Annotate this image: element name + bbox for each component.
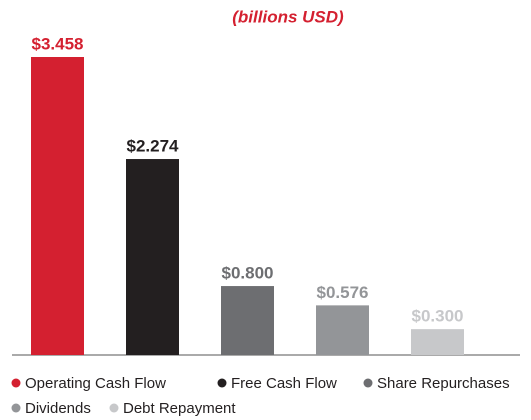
value-label: $3.458: [32, 34, 84, 53]
legend-label: Share Repurchases: [377, 375, 510, 392]
bar: [316, 305, 369, 355]
legend-marker: [217, 378, 227, 388]
chart-subtitle: (billions USD): [232, 7, 344, 26]
value-label: $0.576: [317, 283, 369, 302]
legend-label: Operating Cash Flow: [25, 375, 166, 392]
value-label: $2.274: [127, 137, 180, 156]
legend-marker: [109, 403, 119, 413]
value-label: $0.300: [412, 307, 464, 326]
bar: [126, 159, 179, 355]
bar: [221, 286, 274, 355]
legend-marker: [11, 378, 21, 388]
legend-marker: [11, 403, 21, 413]
value-label: $0.800: [222, 264, 274, 283]
bar: [31, 57, 84, 355]
legend-label: Debt Repayment: [123, 400, 236, 417]
legend-label: Dividends: [25, 400, 91, 417]
legend-marker: [363, 378, 373, 388]
legend-label: Free Cash Flow: [231, 375, 337, 392]
bar: [411, 329, 464, 355]
